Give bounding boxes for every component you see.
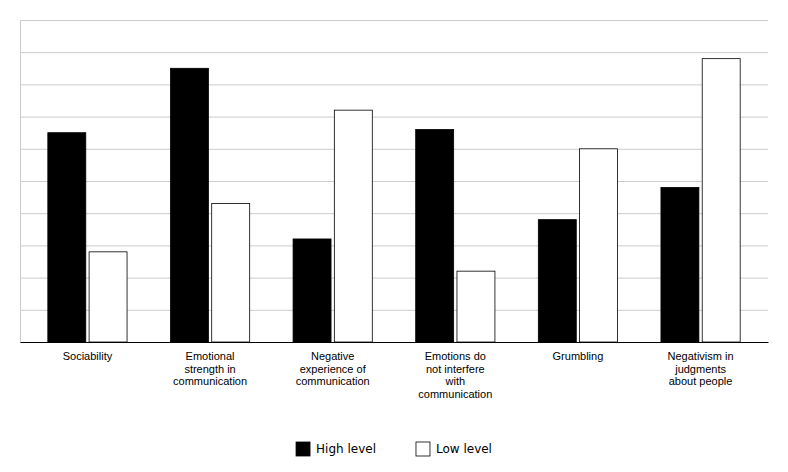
x-tick: Negativeexperience ofcommunication	[296, 342, 370, 387]
bar-series	[48, 68, 699, 342]
y-tick	[20, 84, 768, 85]
x-tick: Emotionalstrength incommunication	[173, 342, 247, 387]
grid-line	[20, 52, 768, 53]
bar	[538, 220, 576, 342]
x-tick-label-line: communication	[418, 388, 492, 400]
grid-line	[20, 84, 768, 85]
bar	[48, 133, 86, 342]
x-tick-label: Emotions donot interferewithcommunicatio…	[418, 350, 492, 400]
y-axis-line	[21, 21, 769, 343]
bar	[580, 149, 618, 342]
x-tick-label-line: strength in	[184, 363, 235, 375]
bar	[416, 129, 454, 342]
x-tick-label-line: Negativism in	[668, 350, 734, 362]
bar	[293, 239, 331, 342]
legend-item: High level	[296, 442, 376, 456]
x-tick: Emotions donot interferewithcommunicatio…	[418, 342, 492, 400]
grid-line	[20, 20, 768, 21]
chart: SociabilityEmotionalstrength incommunica…	[0, 0, 788, 472]
x-tick: Sociability	[63, 342, 113, 362]
x-tick-label: Negativeexperience ofcommunication	[296, 350, 370, 387]
y-tick	[20, 310, 768, 311]
x-tick-label-line: Emotional	[186, 350, 235, 362]
y-tick	[20, 213, 768, 214]
grid-line	[20, 278, 768, 279]
legend-label: High level	[316, 442, 376, 456]
x-tick-label-line: not interfere	[426, 363, 485, 375]
x-tick: Negativism injudgmentsabout people	[668, 342, 734, 387]
grid-line	[20, 213, 768, 214]
legend-swatch	[416, 442, 430, 456]
legend-label: Low level	[436, 442, 492, 456]
y-axis	[20, 21, 768, 343]
x-tick-label-line: experience of	[300, 363, 367, 375]
y-tick	[20, 342, 768, 343]
bar	[457, 271, 495, 342]
legend-swatch	[296, 442, 310, 456]
x-tick: Grumbling	[553, 342, 604, 362]
x-tick-label-line: communication	[173, 375, 247, 387]
grid-line	[20, 117, 768, 118]
bar-series	[89, 59, 740, 342]
x-tick-label-line: about people	[669, 375, 733, 387]
bars	[48, 59, 740, 342]
y-tick	[20, 52, 768, 53]
y-tick	[20, 20, 768, 21]
x-tick-label-line: with	[445, 375, 466, 387]
legend-item: Low level	[416, 442, 492, 456]
x-tick-label: Grumbling	[553, 350, 604, 362]
x-tick-label-line: judgments	[674, 363, 726, 375]
x-tick-label: Emotionalstrength incommunication	[173, 350, 247, 387]
grid-line	[20, 342, 768, 343]
x-tick-label: Sociability	[63, 350, 113, 362]
x-tick-label-line: Emotions do	[425, 350, 486, 362]
y-tick	[20, 245, 768, 246]
grid-line	[20, 310, 768, 311]
grid-line	[20, 149, 768, 150]
y-tick	[20, 181, 768, 182]
bar	[334, 110, 372, 342]
plot: SociabilityEmotionalstrength incommunica…	[20, 21, 769, 400]
bar	[170, 68, 208, 342]
bar	[702, 59, 740, 342]
grid-line	[20, 245, 768, 246]
x-axis: SociabilityEmotionalstrength incommunica…	[21, 342, 769, 400]
x-tick-label: Negativism injudgmentsabout people	[668, 350, 734, 387]
y-tick	[20, 149, 768, 150]
y-tick	[20, 117, 768, 118]
legend: High level Low level	[296, 442, 492, 456]
bar	[89, 252, 127, 342]
bar	[212, 204, 250, 342]
x-tick-label-line: Grumbling	[553, 350, 604, 362]
x-tick-label-line: Sociability	[63, 350, 113, 362]
x-tick-label-line: communication	[296, 375, 370, 387]
grid-line	[20, 181, 768, 182]
y-tick	[20, 278, 768, 279]
x-tick-label-line: Negative	[311, 350, 354, 362]
x-axis-line	[21, 342, 769, 343]
bar	[661, 187, 699, 342]
chart-container: SociabilityEmotionalstrength incommunica…	[0, 0, 788, 472]
